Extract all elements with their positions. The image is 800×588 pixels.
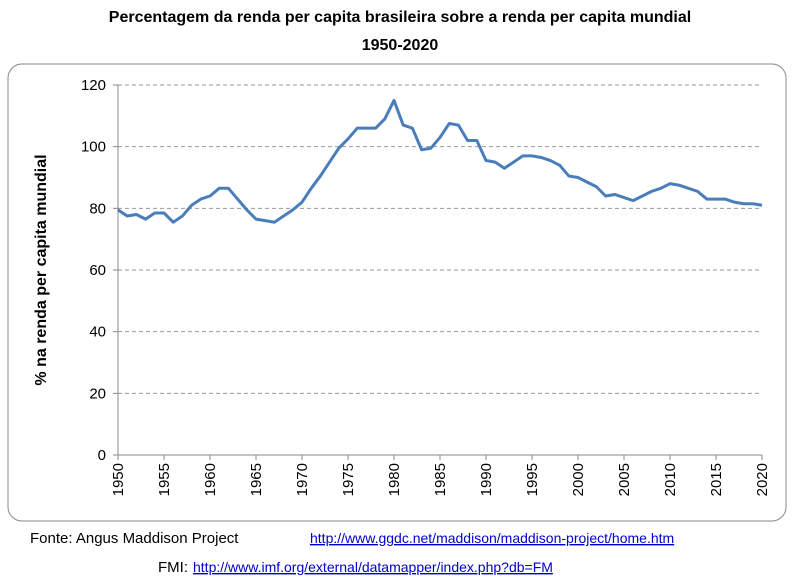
y-tick-label: 80 (89, 200, 106, 217)
x-tick-label: 1955 (156, 463, 173, 496)
y-tick-label: 120 (81, 77, 106, 94)
x-tick-label: 1995 (524, 463, 541, 496)
x-tick-label: 2020 (754, 463, 771, 496)
chart-frame (7, 63, 787, 522)
x-tick-label: 1980 (386, 463, 403, 496)
y-axis-label: % na renda per capita mundial (33, 154, 50, 385)
chart-subtitle: 1950-2020 (362, 37, 439, 54)
x-tick-label: 1970 (294, 463, 311, 496)
y-tick-label: 100 (81, 139, 106, 156)
source-link[interactable]: http://www.ggdc.net/maddison/maddison-pr… (310, 530, 674, 546)
y-tick-label: 20 (89, 385, 106, 402)
y-tick-label: 0 (98, 447, 106, 464)
source-label: Fonte: Angus Maddison Project (30, 530, 239, 547)
chart-title: Percentagem da renda per capita brasilei… (109, 9, 691, 26)
x-tick-label: 2010 (662, 463, 679, 496)
x-tick-label: 2015 (708, 463, 725, 496)
source-label: FMI: (158, 559, 188, 576)
data-line (117, 98, 763, 224)
x-tick-label: 1965 (248, 463, 265, 496)
x-tick-label: 2000 (570, 463, 587, 496)
x-tick-label: 1985 (432, 463, 449, 496)
x-tick-label: 1975 (340, 463, 357, 496)
x-tick-label: 2005 (616, 463, 633, 496)
x-tick-label: 1950 (110, 463, 127, 496)
y-tick-label: 60 (89, 262, 106, 279)
source-link[interactable]: http://www.imf.org/external/datamapper/i… (193, 559, 553, 575)
y-tick-label: 40 (89, 324, 106, 341)
x-tick-label: 1960 (202, 463, 219, 496)
x-tick-label: 1990 (478, 463, 495, 496)
